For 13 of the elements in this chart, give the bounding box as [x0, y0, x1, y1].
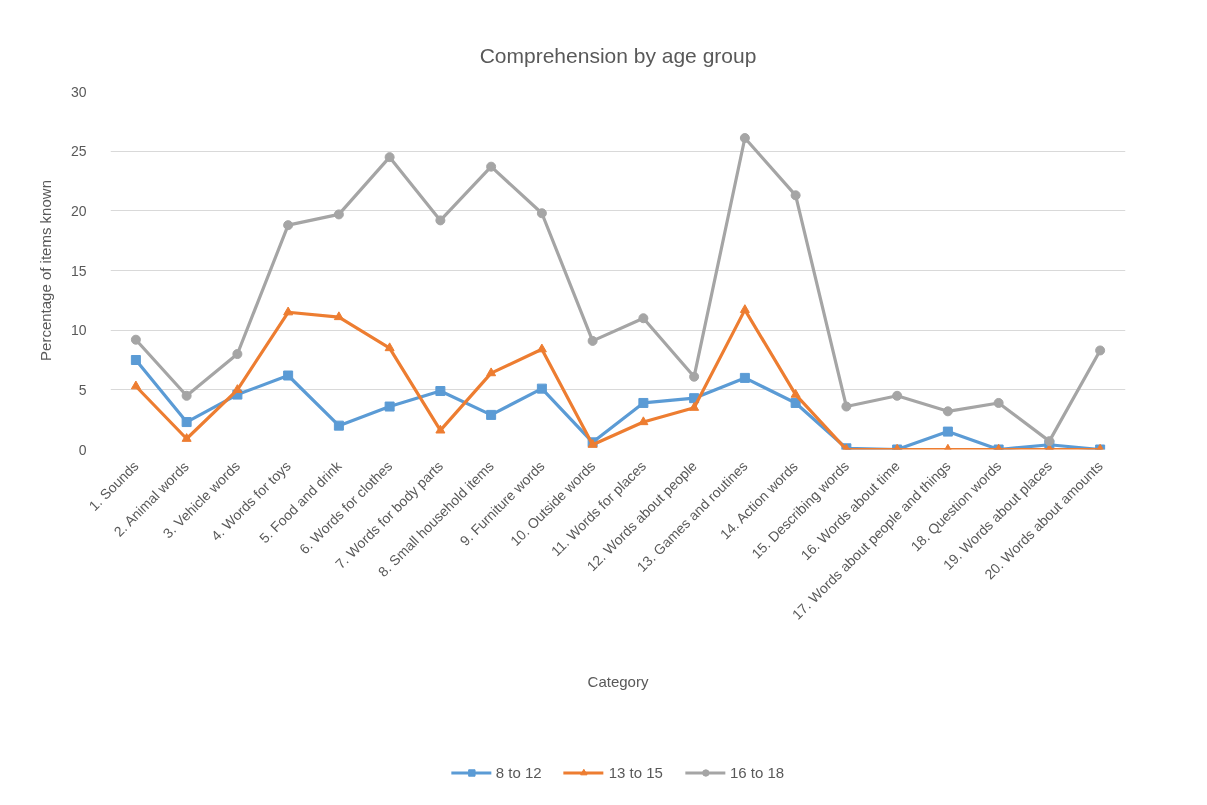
legend-label: 8 to 12 [495, 763, 542, 781]
y-tick-label: 20 [70, 202, 87, 219]
y-axis-title: Percentage of items known [36, 180, 54, 361]
y-tick-label: 25 [70, 143, 87, 160]
x-axis-title: Category [587, 673, 649, 691]
legend-label: 16 to 18 [729, 763, 785, 781]
legend-label: 13 to 15 [608, 763, 663, 781]
y-tick-label: 15 [70, 262, 87, 279]
chart-title: Comprehension by age group [479, 43, 757, 67]
y-tick-label: 10 [70, 322, 87, 339]
y-tick-label: 0 [78, 441, 87, 458]
y-tick-label: 5 [78, 381, 87, 398]
y-tick-label: 30 [70, 83, 87, 100]
